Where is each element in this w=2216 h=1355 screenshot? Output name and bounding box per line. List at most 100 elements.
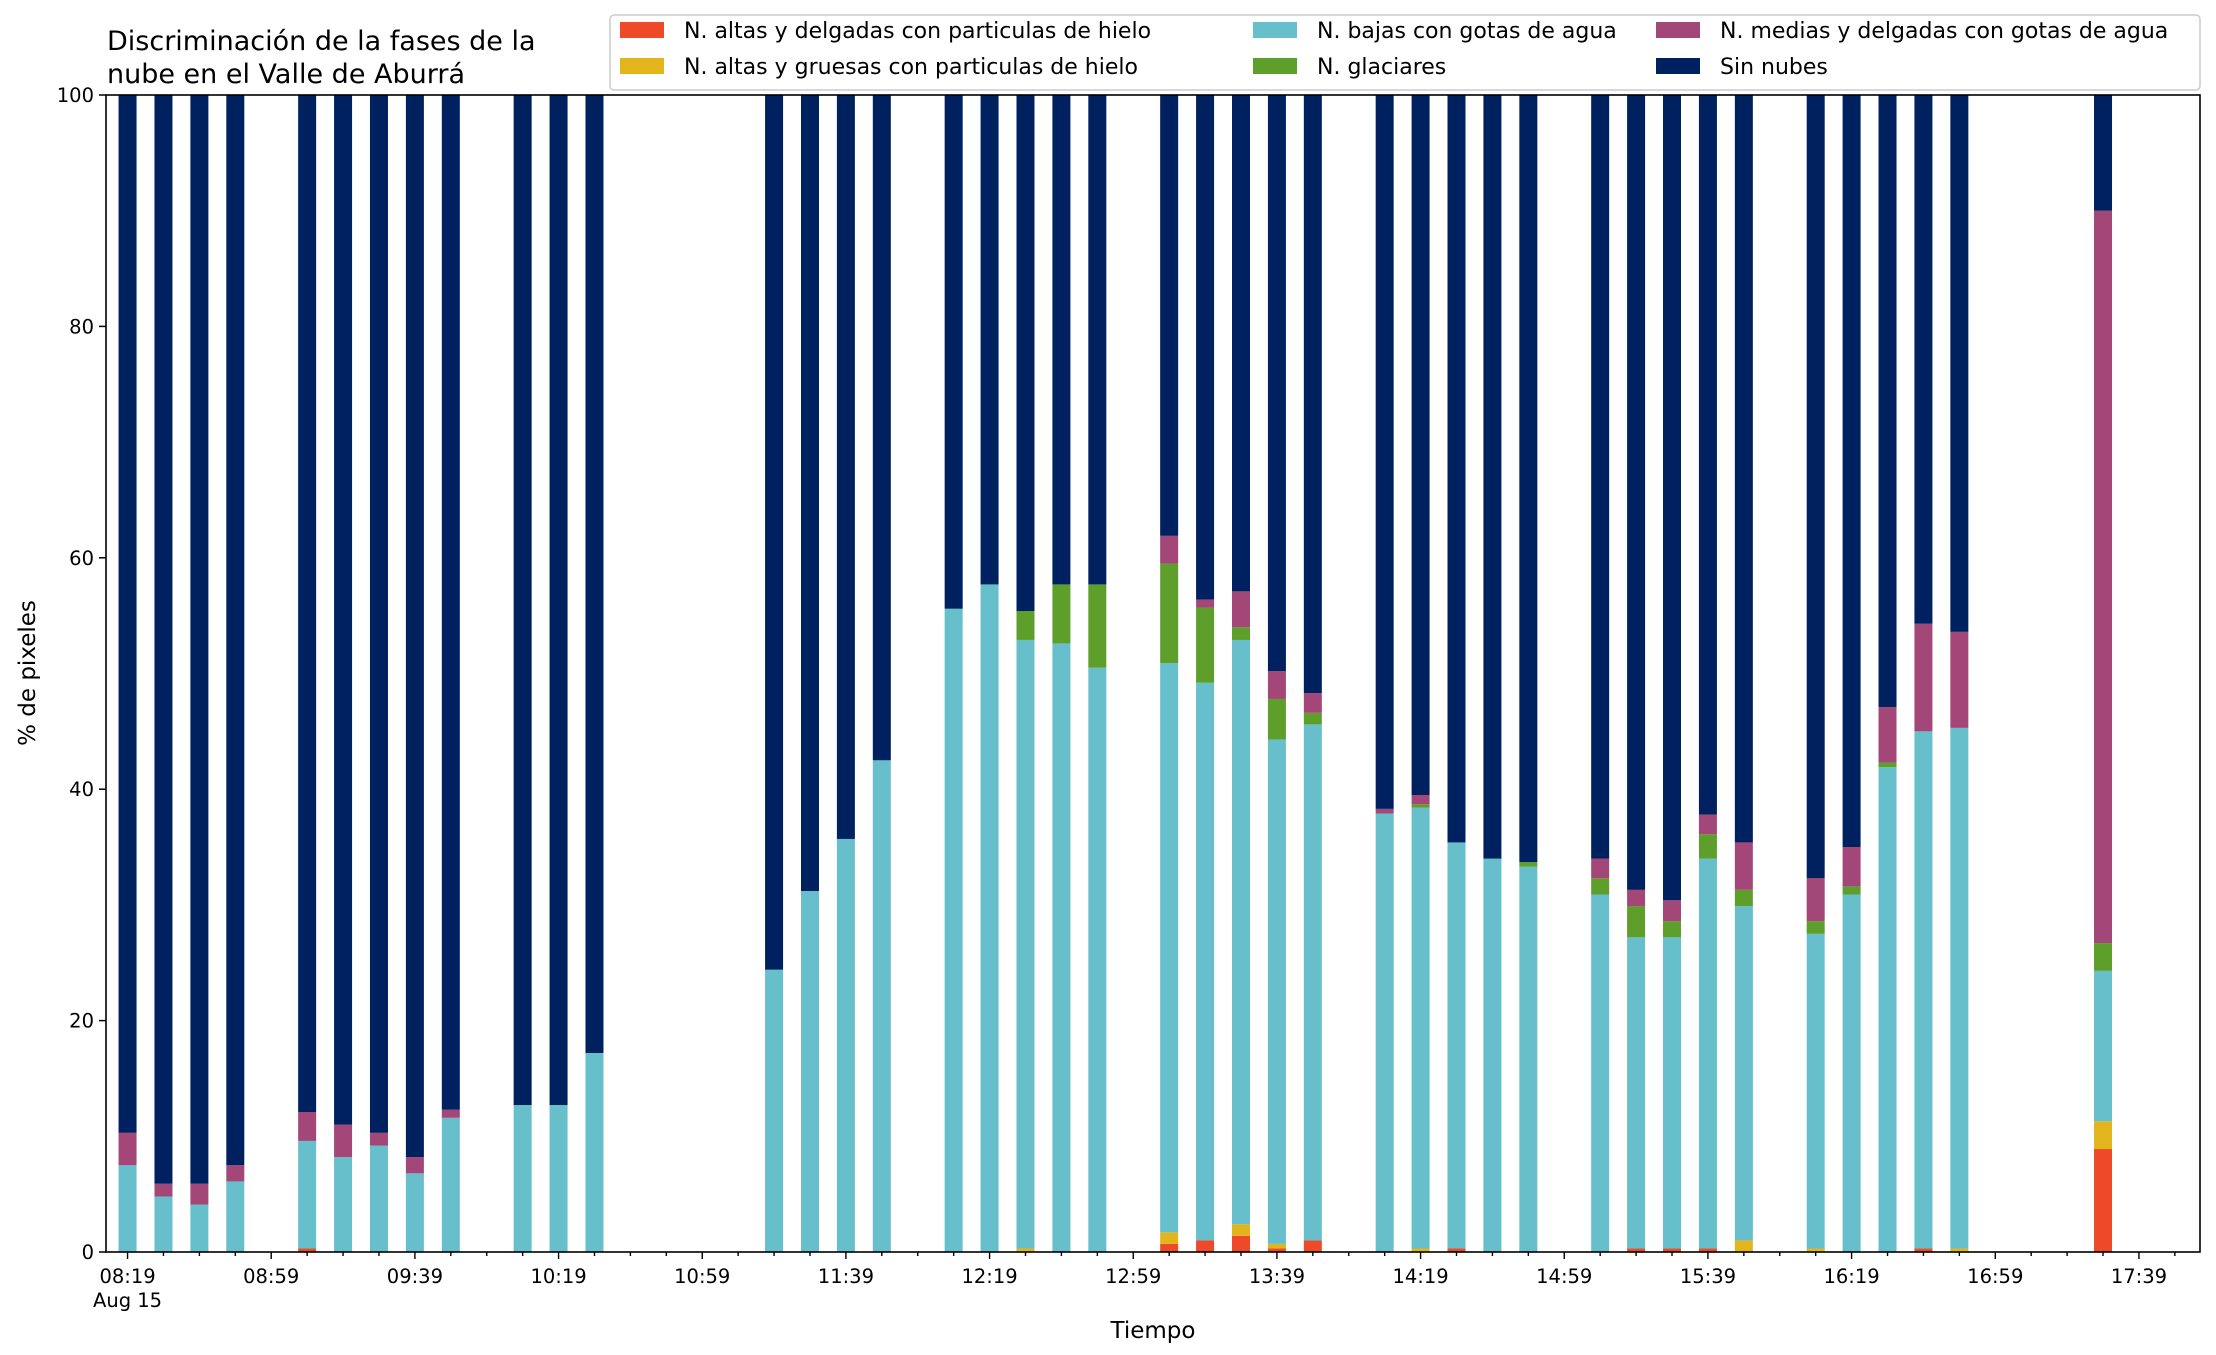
bar-segment <box>1627 906 1646 938</box>
bar-segment <box>1411 1248 1430 1252</box>
x-tick-label: 08:19 <box>99 1265 155 1288</box>
bar-segment <box>441 1109 460 1118</box>
x-tick-label: 11:39 <box>818 1265 874 1288</box>
bar-segment <box>585 95 604 1053</box>
plot-frame <box>105 94 2201 1253</box>
bar-segment <box>1806 921 1825 934</box>
bar-segment <box>118 1132 137 1166</box>
bar-segment <box>1698 858 1717 1249</box>
bar-segment <box>1267 1243 1286 1249</box>
bar-segment <box>1663 1248 1682 1252</box>
bar-segment <box>1663 900 1682 922</box>
bar-stack <box>1806 95 1825 1252</box>
bar-stack <box>118 95 137 1252</box>
bar-segment <box>1267 698 1286 740</box>
legend-swatch <box>1253 22 1297 38</box>
bar-stack <box>1016 95 1035 1252</box>
bar-segment <box>441 1117 460 1252</box>
bar-segment <box>1734 889 1753 907</box>
bar-segment <box>298 1140 317 1249</box>
legend: N. altas y delgadas con particulas de hi… <box>609 14 2201 91</box>
bar-segment <box>1698 95 1717 815</box>
bar-segment <box>1232 1224 1250 1236</box>
bar-segment <box>1447 842 1466 1249</box>
chart-title-line-1: Discriminación de la fases de la <box>107 26 536 57</box>
bar-stack <box>1950 95 1969 1252</box>
bar-segment <box>1375 813 1394 1252</box>
bar-segment <box>1411 95 1430 795</box>
chart-title-line-2: nube en el Valle de Aburrá <box>107 59 465 90</box>
legend-label: N. medias y delgadas con gotas de agua <box>1720 19 2168 44</box>
legend-item: N. altas y delgadas con particulas de hi… <box>620 19 1151 44</box>
bar-stack <box>1447 95 1466 1252</box>
bar-segment <box>1411 804 1430 808</box>
bar-segment <box>1052 95 1071 585</box>
bar-stack <box>836 95 855 1252</box>
bar-segment <box>1878 762 1897 768</box>
bar-segment <box>1196 1240 1215 1252</box>
bar-segment <box>226 95 245 1166</box>
bar-segment <box>1627 1248 1646 1252</box>
bar-segment <box>226 1165 245 1182</box>
bar-stack <box>1878 95 1897 1252</box>
bar-segment <box>369 95 388 1133</box>
bar-segment <box>154 95 173 1184</box>
bar-segment <box>765 95 784 970</box>
bar-segment <box>1591 894 1610 1252</box>
bar-segment <box>765 969 784 1252</box>
bar-segment <box>1591 878 1610 895</box>
bar-segment <box>1519 862 1538 867</box>
bar-segment <box>1303 724 1322 1241</box>
bar-segment <box>154 1183 173 1197</box>
y-tick-label: 40 <box>69 778 94 801</box>
bar-segment <box>1591 858 1610 879</box>
bar-stack <box>1375 95 1394 1252</box>
bar-segment <box>1914 623 1933 732</box>
bar-segment <box>1088 667 1107 1252</box>
bar-segment <box>2094 970 2113 1122</box>
bar-segment <box>1303 693 1322 713</box>
bar-stack <box>1196 95 1215 1252</box>
bar-segment <box>1232 639 1250 1225</box>
bar-segment <box>1483 95 1502 859</box>
bar-segment <box>1303 95 1322 694</box>
x-tick-label: 12:59 <box>1105 1265 1161 1288</box>
x-tick-label: 16:19 <box>1823 1265 1879 1288</box>
bar-segment <box>872 95 891 761</box>
bar-segment <box>1842 847 1861 887</box>
bars-layer <box>118 95 2113 1252</box>
bar-segment <box>1232 627 1250 640</box>
bar-segment <box>1806 878 1825 922</box>
bar-segment <box>1734 95 1753 843</box>
bar-segment <box>1160 1232 1179 1244</box>
bar-segment <box>1016 639 1035 1249</box>
legend-item: Sin nubes <box>1656 55 1828 80</box>
bar-segment <box>1698 814 1717 835</box>
bar-stack <box>2094 95 2113 1252</box>
bar-segment <box>226 1181 245 1252</box>
bar-segment <box>2094 1149 2113 1252</box>
bar-segment <box>1447 1248 1466 1252</box>
y-tick-label: 80 <box>69 315 94 338</box>
bar-segment <box>800 891 819 1252</box>
bar-segment <box>1734 1240 1753 1252</box>
bar-segment <box>1734 842 1753 890</box>
bar-stack <box>369 95 388 1252</box>
bar-segment <box>1267 671 1286 699</box>
bar-segment <box>1663 95 1682 901</box>
bar-segment <box>1267 95 1286 672</box>
bar-stack <box>190 95 209 1252</box>
bar-segment <box>1411 794 1430 805</box>
bar-segment <box>298 1112 317 1141</box>
bar-stack <box>441 95 460 1252</box>
bar-segment <box>334 1157 353 1252</box>
bar-segment <box>513 95 532 1106</box>
legend-label: N. bajas con gotas de agua <box>1317 19 1617 44</box>
x-axis-label: Tiempo <box>1110 1318 1196 1344</box>
bar-stack <box>405 95 424 1252</box>
bar-segment <box>944 95 963 609</box>
bar-segment <box>1663 937 1682 1249</box>
bar-segment <box>1160 1243 1179 1252</box>
bar-stack <box>1160 95 1179 1252</box>
